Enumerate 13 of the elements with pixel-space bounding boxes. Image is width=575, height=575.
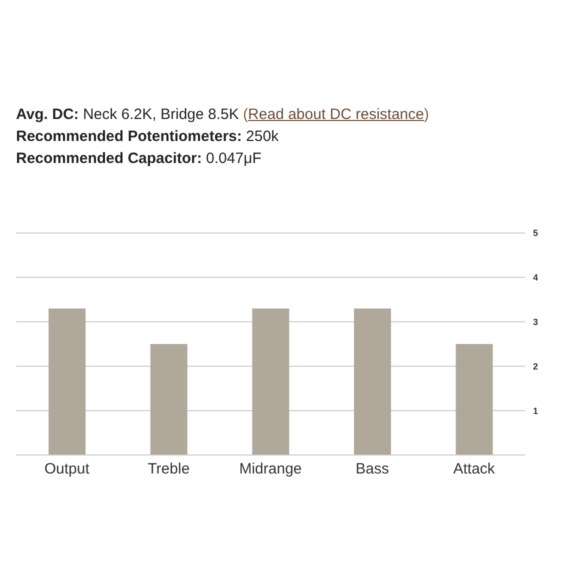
x-tick-label: Output (44, 460, 90, 478)
x-tick-label: Midrange (239, 460, 302, 478)
x-tick-label: Bass (356, 460, 389, 478)
y-tick-label: 3 (533, 316, 538, 327)
text: Recommended Capacitor: 0.047μF (16, 150, 262, 168)
y-tick-label: 2 (533, 361, 538, 372)
y-tick-label: 1 (533, 406, 538, 416)
x-tick-label: Treble (148, 460, 190, 478)
y-tick-label: 4 (533, 272, 538, 283)
text: Recommended Potentiometers: 250k (16, 128, 280, 146)
text: Avg. DC: Neck 6.2K, Bridge 8.5K (Read about DC resistance) (16, 106, 429, 124)
y-tick-label: 5 (533, 228, 538, 238)
x-tick-label: Attack (453, 460, 496, 478)
